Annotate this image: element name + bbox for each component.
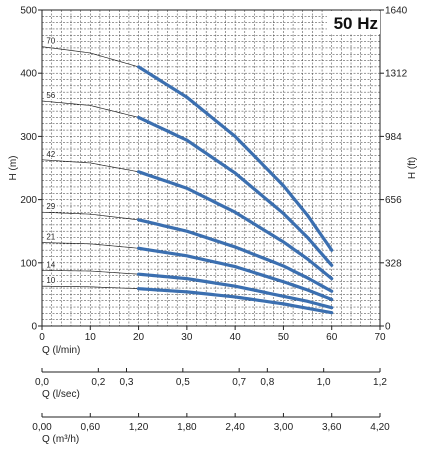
y-tick-label-right: 656 xyxy=(385,195,402,206)
x-axis-title-m3h: Q (m³/h) xyxy=(42,434,79,445)
y-tick-label-right: 0 xyxy=(385,322,391,333)
secondary-tick-label: 1,2 xyxy=(373,377,387,388)
secondary-tick-label: 4,20 xyxy=(370,422,390,433)
secondary-tick-label: 2,40 xyxy=(225,422,245,433)
curve-42 xyxy=(136,170,334,281)
curve-56 xyxy=(136,115,334,267)
secondary-tick-label: 1,20 xyxy=(129,422,149,433)
y-axis-title-left: H (m) xyxy=(8,156,19,181)
grid xyxy=(41,9,381,327)
secondary-tick-label: 3,60 xyxy=(322,422,342,433)
curve-label-21: 21 xyxy=(46,233,55,242)
secondary-tick-label: 0,5 xyxy=(176,377,190,388)
frequency-badge-bg xyxy=(327,11,380,34)
secondary-tick-label: 0,3 xyxy=(120,377,134,388)
curve-10-thin xyxy=(41,285,139,290)
curve-label-29: 29 xyxy=(46,202,55,211)
y-tick-label-right: 328 xyxy=(385,258,402,269)
curve-label-bg xyxy=(44,202,57,211)
curve-29-thin xyxy=(41,211,139,221)
y-tick-label-left: 200 xyxy=(20,195,37,206)
x-tick-label: 20 xyxy=(133,332,145,343)
y-tick-label-left: 0 xyxy=(31,322,37,333)
secondary-tick-label: 0,60 xyxy=(81,422,101,433)
frequency-label: 50 Hz xyxy=(334,14,378,33)
x-tick-label: 70 xyxy=(374,332,386,343)
curve-56-thin xyxy=(41,100,139,118)
curve-14-thin xyxy=(41,270,139,275)
curve-label-10: 10 xyxy=(46,276,55,285)
secondary-tick-label: 3,00 xyxy=(274,422,294,433)
secondary-tick-label: 0,8 xyxy=(260,377,274,388)
y-tick-label-left: 100 xyxy=(20,258,37,269)
curve-29 xyxy=(136,218,334,293)
plot-frame xyxy=(41,9,381,327)
x-tick-label: 50 xyxy=(278,332,290,343)
y-axis-title-right: H (ft) xyxy=(407,157,418,179)
x-tick-label: 0 xyxy=(39,332,45,343)
curve-label-bg xyxy=(44,260,57,269)
curve-70 xyxy=(136,65,334,252)
secondary-tick-label: 0,00 xyxy=(32,422,52,433)
curve-14 xyxy=(136,272,334,310)
curve-label-bg xyxy=(44,149,57,158)
curve-21 xyxy=(136,246,334,302)
y-tick-label-right: 1640 xyxy=(385,6,408,17)
x-tick-label: 40 xyxy=(230,332,242,343)
axes: 0 100 200 300 400 500 0 328 656 984 1312 1640 0 10 20 3… xyxy=(20,6,407,434)
curve-label-bg xyxy=(44,91,57,100)
y-tick-label-right: 984 xyxy=(385,132,402,143)
y-tick-label-left: 400 xyxy=(20,69,37,80)
performance-curves: 70 56 42 29 21 14 10 xyxy=(41,36,334,315)
curve-70-thin xyxy=(41,46,139,68)
secondary-tick-label: 0,7 xyxy=(232,377,246,388)
y-tick-label-left: 300 xyxy=(20,132,37,143)
curve-label-bg xyxy=(44,276,57,285)
secondary-tick-label: 0,2 xyxy=(91,377,105,388)
secondary-tick-label: 1,0 xyxy=(317,377,331,388)
x-axis-title-lsec: Q (l/sec) xyxy=(42,389,80,400)
x-tick-label: 30 xyxy=(181,332,193,343)
y-tick-label-left: 500 xyxy=(20,6,37,17)
curve-label-bg xyxy=(44,36,57,45)
curve-21-thin xyxy=(41,242,139,249)
x-tick-label: 10 xyxy=(85,332,97,343)
y-tick-label-right: 1312 xyxy=(385,69,408,80)
x-tick-label: 60 xyxy=(326,332,338,343)
curve-label-42: 42 xyxy=(46,150,55,159)
curve-label-bg xyxy=(44,232,57,241)
curve-label-70: 70 xyxy=(46,37,55,46)
curve-label-14: 14 xyxy=(46,260,55,269)
x-axis-title: Q (l/min) xyxy=(42,345,80,356)
curve-10 xyxy=(136,287,334,315)
curve-42-thin xyxy=(41,159,139,173)
curve-label-56: 56 xyxy=(46,91,55,100)
secondary-tick-label: 0,0 xyxy=(35,377,49,388)
secondary-tick-label: 1,80 xyxy=(177,422,197,433)
